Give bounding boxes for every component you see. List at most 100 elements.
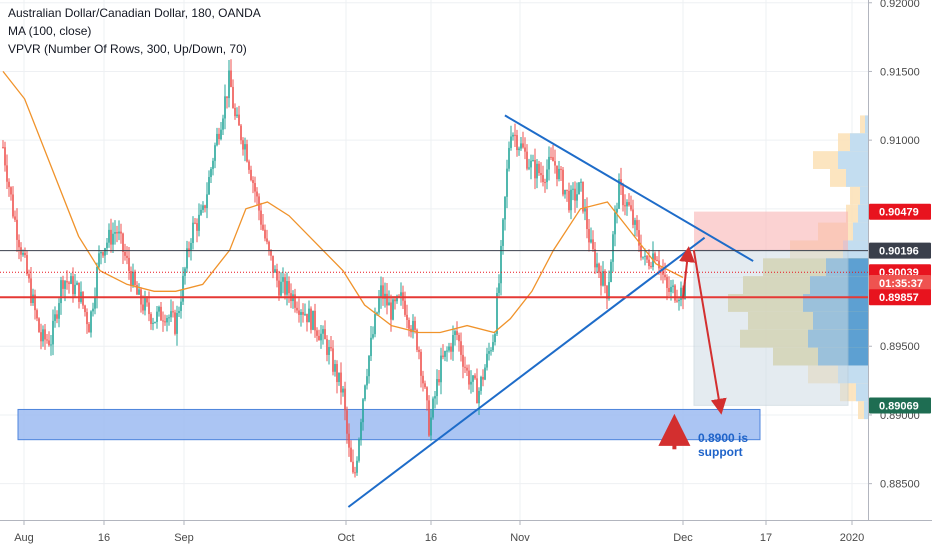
time-tick-label: 16	[98, 532, 110, 544]
candle-body	[198, 214, 200, 231]
support-note: 0.8900 is support	[698, 431, 748, 459]
candle-body	[636, 220, 638, 231]
candle-body	[520, 143, 522, 149]
candle-body	[160, 306, 162, 321]
candle-body	[98, 253, 100, 267]
candle-body	[550, 156, 552, 158]
candle-body	[24, 252, 26, 256]
candle-body	[46, 339, 48, 341]
candle-body	[394, 299, 396, 302]
candle-body	[154, 321, 156, 323]
candle-body	[420, 351, 422, 376]
candle-body	[494, 333, 496, 343]
candle-body	[576, 194, 578, 201]
candle-body	[456, 331, 458, 335]
candle-body	[672, 285, 674, 287]
candle-body	[196, 223, 198, 231]
candle-body	[594, 249, 596, 268]
price-tick-label: 0.91500	[880, 66, 920, 78]
candle-body	[624, 205, 626, 207]
candle-body	[648, 259, 650, 267]
candle-body	[62, 280, 64, 289]
candle-body	[432, 398, 434, 418]
candle-body	[130, 271, 132, 286]
candle-body	[566, 189, 568, 191]
candle-body	[38, 318, 40, 333]
candle-body	[434, 396, 436, 399]
candle-body	[104, 248, 106, 256]
candle-body	[564, 189, 566, 195]
candle-body	[204, 205, 206, 209]
candle-body	[152, 322, 154, 324]
support-note-line2: support	[698, 445, 743, 459]
candle-body	[288, 281, 290, 294]
candle-body	[158, 306, 160, 312]
candle-body	[200, 209, 202, 215]
drawings	[0, 114, 868, 508]
candle-body	[272, 255, 274, 273]
price-tick-label: 0.89500	[880, 341, 920, 353]
candle-body	[270, 250, 272, 256]
time-tick-label: Aug	[14, 532, 34, 544]
candle-body	[34, 294, 36, 311]
candle-body	[438, 379, 440, 383]
candle-body	[16, 219, 18, 240]
candle-body	[592, 239, 594, 250]
candle-body	[156, 311, 158, 322]
candle-body	[504, 196, 506, 220]
candle-body	[646, 255, 648, 260]
candle-body	[680, 287, 682, 300]
candle-body	[370, 337, 372, 357]
vpvr-legend[interactable]: VPVR (Number Of Rows, 300, Up/Down, 70)	[8, 42, 247, 56]
candle-body	[280, 281, 282, 296]
time-axis[interactable]: Aug 16 Sep Oct 16 Nov Dec 17 2020	[0, 520, 932, 550]
vpvr-row-down	[860, 186, 868, 205]
candle-body	[174, 312, 176, 334]
candle-body	[242, 140, 244, 150]
candle-body	[526, 151, 528, 169]
candle-body	[256, 191, 258, 197]
candle-body	[92, 308, 94, 312]
candle-body	[634, 220, 636, 225]
candle-body	[590, 239, 592, 243]
candle-body	[58, 303, 60, 319]
candle-body	[330, 347, 332, 349]
price-label-bg	[869, 242, 931, 259]
candle-body	[122, 233, 124, 252]
candle-body	[76, 282, 78, 285]
candle-body	[212, 160, 214, 169]
candle-body	[626, 202, 628, 207]
candle-body	[442, 355, 444, 357]
candle-body	[26, 255, 28, 275]
candle-body	[176, 312, 178, 334]
candle-body	[460, 341, 462, 355]
candle-body	[210, 168, 212, 178]
candle-body	[572, 188, 574, 190]
arrow-up-retest	[679, 246, 696, 299]
candle-body	[524, 147, 526, 152]
candle-body	[578, 182, 580, 195]
candle-body	[306, 313, 308, 323]
candle-body	[266, 238, 268, 242]
candle-body	[10, 187, 12, 195]
support-note-line1: 0.8900 is	[698, 431, 748, 445]
candle-body	[112, 233, 114, 245]
candle-body	[188, 248, 190, 251]
candle-body	[664, 274, 666, 278]
candle-body	[392, 299, 394, 320]
arrow-down-target	[692, 249, 727, 415]
candle-body	[650, 266, 652, 268]
candle-body	[556, 165, 558, 180]
vpvr-row-up	[860, 115, 868, 134]
candle-body	[362, 399, 364, 423]
candle-body	[450, 346, 452, 352]
descending-trendline	[504, 114, 754, 262]
time-tick-label: Sep	[174, 532, 194, 544]
candle-body	[396, 295, 398, 302]
ma-legend[interactable]: MA (100, close)	[8, 24, 92, 38]
candle-body	[612, 234, 614, 262]
candle-body	[676, 300, 678, 302]
symbol-title: Australian Dollar/Canadian Dollar, 180, …	[8, 6, 261, 20]
candle-body	[482, 376, 484, 380]
